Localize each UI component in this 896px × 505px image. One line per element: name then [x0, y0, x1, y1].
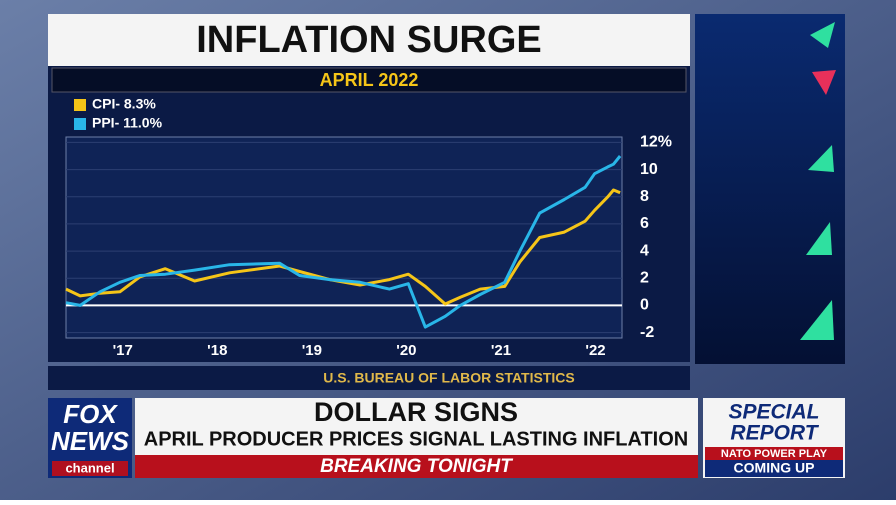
headline-bar — [135, 398, 698, 455]
x-tick-label: '18 — [207, 342, 227, 359]
y-tick-label: 4 — [640, 242, 649, 259]
x-tick-label: '22 — [585, 342, 605, 359]
subheadline: APRIL PRODUCER PRICES SIGNAL LASTING INF… — [144, 428, 688, 450]
logo-band — [52, 461, 128, 476]
y-tick-label: -2 — [640, 324, 654, 341]
side-image — [695, 14, 845, 364]
x-tick-label: '21 — [491, 342, 511, 359]
legend-label: CPI- 8.3% — [92, 96, 156, 112]
y-tick-label: 8 — [640, 188, 649, 205]
legend-swatch — [74, 99, 86, 111]
legend-swatch — [74, 118, 86, 130]
ticker-bar — [135, 455, 698, 478]
chart-subtitle: APRIL 2022 — [320, 70, 419, 90]
x-tick-label: '19 — [302, 342, 322, 359]
source: U.S. BUREAU OF LABOR STATISTICS — [323, 370, 574, 386]
y-tick-label: 2 — [640, 269, 649, 286]
x-tick-label: '17 — [113, 342, 133, 359]
promo-text: COMING UP — [734, 460, 815, 476]
promo-title: SPECIAL — [728, 401, 819, 424]
promo-text: NATO POWER PLAY — [721, 448, 828, 460]
headline: DOLLAR SIGNS — [314, 397, 518, 427]
logo-text: NEWS — [51, 426, 130, 456]
y-tick-label: 10 — [640, 161, 658, 178]
decor — [800, 300, 834, 340]
promo-band — [705, 447, 843, 460]
decor — [812, 70, 836, 95]
chart-title: INFLATION SURGE — [196, 19, 542, 61]
x-tick-label: '20 — [396, 342, 416, 359]
subtitle-bar — [51, 67, 687, 93]
y-tick-label: 12% — [640, 134, 672, 151]
logo-text: FOX — [63, 399, 118, 429]
decor — [808, 145, 834, 172]
series-line — [65, 155, 622, 329]
promo-band — [705, 460, 843, 477]
y-tick-label: 6 — [640, 215, 649, 232]
decor — [806, 222, 832, 255]
legend-label: PPI- 11.0% — [92, 115, 163, 131]
decor — [810, 22, 835, 48]
title-panel — [48, 14, 690, 66]
ticker: BREAKING TONIGHT — [320, 456, 513, 477]
y-tick-label: 0 — [640, 297, 649, 314]
logo-text: channel — [65, 460, 114, 475]
source-bar — [48, 366, 690, 390]
promo-title: REPORT — [730, 422, 819, 445]
